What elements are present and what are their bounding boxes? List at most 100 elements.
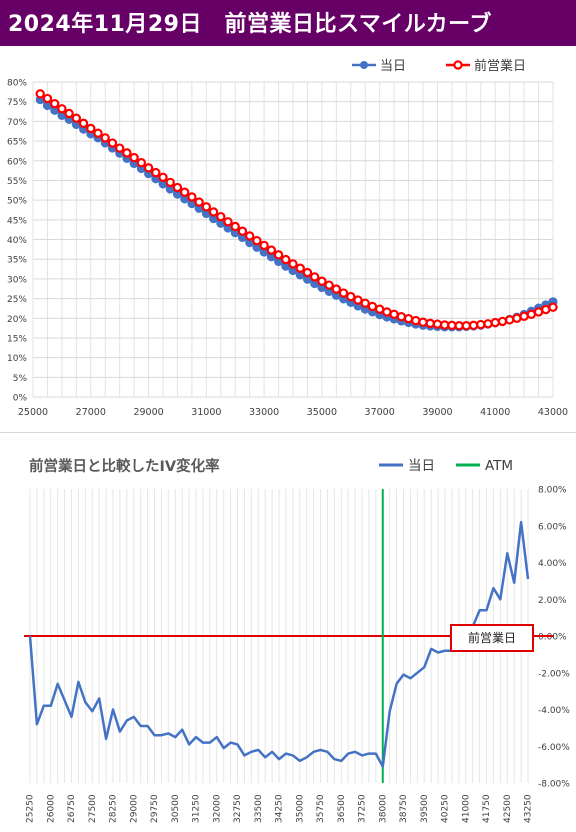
y-tick-label: 80% — [7, 79, 27, 89]
legend-label: 当日 — [408, 458, 435, 474]
x-tick-label: 33500 — [254, 794, 264, 823]
data-point — [367, 301, 378, 312]
data-point — [483, 319, 493, 329]
chart-divider — [0, 432, 576, 433]
data-point — [425, 318, 435, 329]
data-point — [42, 93, 53, 104]
data-point — [512, 313, 522, 323]
data-point — [194, 197, 204, 207]
data-point — [353, 295, 363, 305]
data-point — [57, 104, 67, 114]
legend-label: 当日 — [380, 59, 406, 74]
x-tick-label: 38750 — [399, 794, 409, 823]
x-tick-label: 25250 — [26, 794, 36, 823]
x-tick-label: 26000 — [46, 794, 56, 823]
y-tick-label: 15% — [7, 334, 27, 344]
data-point — [338, 288, 349, 298]
iv-change-chart: 前営業日と比較したIV変化率 8.00% 6.00% 4.00% 2.00% 0.00% -… — [0, 432, 576, 828]
x-tick-label: 37000 — [365, 407, 395, 418]
series-line-1 — [39, 92, 554, 327]
x-tick-label: 32750 — [233, 794, 243, 823]
x-tick-label: 27500 — [88, 794, 98, 823]
data-point — [541, 304, 551, 315]
data-point — [389, 309, 399, 320]
x-tick-label: 41000 — [480, 407, 510, 418]
y-tick-label: 6.00% — [538, 522, 567, 532]
data-point — [309, 272, 320, 282]
y-tick-label: 75% — [7, 98, 27, 108]
data-point — [490, 317, 500, 328]
y-tick-label: 0% — [13, 394, 28, 404]
x-tick-label: 36500 — [337, 794, 347, 823]
x-tick-label: 39000 — [422, 407, 452, 418]
y-tick-label: 20% — [7, 315, 27, 325]
y-tick-label: 10% — [7, 354, 27, 364]
x-tick-label: 26750 — [67, 794, 77, 823]
y-tick-label: -4.00% — [538, 706, 570, 716]
data-point — [281, 254, 291, 265]
data-point — [439, 320, 450, 330]
x-tick-label: 27000 — [76, 407, 106, 418]
y-tick-label: 30% — [7, 275, 27, 285]
x-tick-label: 42500 — [503, 794, 513, 823]
y-tick-label: 8.00% — [538, 486, 567, 496]
x-tick-label: 30500 — [171, 794, 181, 823]
data-point — [252, 235, 262, 246]
data-point — [266, 245, 277, 255]
x-tick-label: 39500 — [420, 794, 430, 823]
x-tick-label: 37250 — [358, 794, 368, 823]
data-point — [86, 123, 96, 134]
x-tick-label: 25000 — [18, 407, 48, 418]
series-line-today — [28, 520, 530, 768]
smile-curve-chart: 0% 5% 10% 15% 20% 25% 30% 35% 40% 45% 50% 55% 60% 65%… — [0, 46, 576, 432]
legend-label: ATM — [485, 458, 513, 474]
chart-title: 前営業日と比較したIV変化率 — [29, 457, 220, 475]
data-point — [158, 172, 168, 182]
data-point — [302, 267, 313, 278]
data-point — [360, 298, 370, 308]
data-point — [179, 187, 190, 197]
data-point — [187, 192, 197, 202]
smile-curve-svg: 0% 5% 10% 15% 20% 25% 30% 35% 40% 45% 50% 55% 60% 65%… — [7, 58, 568, 418]
series-line-0 — [39, 98, 554, 328]
data-point — [403, 313, 414, 324]
x-tick-label: 34250 — [275, 794, 285, 823]
data-point — [504, 315, 515, 325]
data-point — [476, 319, 486, 330]
y-tick-label: 40% — [7, 236, 27, 246]
x-tick-label: 43000 — [538, 407, 568, 418]
data-point — [35, 89, 45, 99]
data-point — [382, 307, 392, 317]
legend-marker — [453, 60, 463, 70]
x-tick-label: 31250 — [192, 794, 202, 823]
data-point — [461, 321, 472, 331]
data-point — [143, 163, 154, 173]
data-point — [122, 148, 132, 158]
x-tick-label: 29000 — [129, 794, 139, 823]
x-tick-label: 33000 — [249, 407, 279, 418]
y-tick-label: 65% — [7, 138, 27, 148]
data-point — [100, 133, 110, 143]
page-title: 2024年11月29日 前営業日比スマイルカーブ — [8, 12, 492, 37]
y-tick-label: 35% — [7, 256, 27, 266]
data-point — [374, 304, 385, 314]
x-tick-label: 35000 — [295, 794, 305, 823]
data-point — [331, 284, 342, 294]
data-point — [114, 143, 125, 153]
data-point — [129, 152, 139, 163]
data-point — [411, 315, 421, 326]
y-tick-label: 60% — [7, 157, 27, 167]
data-point — [288, 259, 298, 269]
y-tick-label: 45% — [7, 216, 27, 226]
x-tick-label: 35750 — [316, 794, 326, 823]
data-point — [317, 276, 327, 286]
y-tick-label: -8.00% — [538, 780, 570, 790]
data-point — [107, 138, 118, 148]
data-point — [71, 113, 82, 123]
data-point — [223, 217, 233, 227]
data-point — [208, 207, 219, 217]
data-point — [526, 309, 537, 320]
x-tick-label: 29750 — [150, 794, 160, 823]
y-tick-label: 0.00% — [538, 633, 567, 643]
data-point — [519, 311, 529, 321]
